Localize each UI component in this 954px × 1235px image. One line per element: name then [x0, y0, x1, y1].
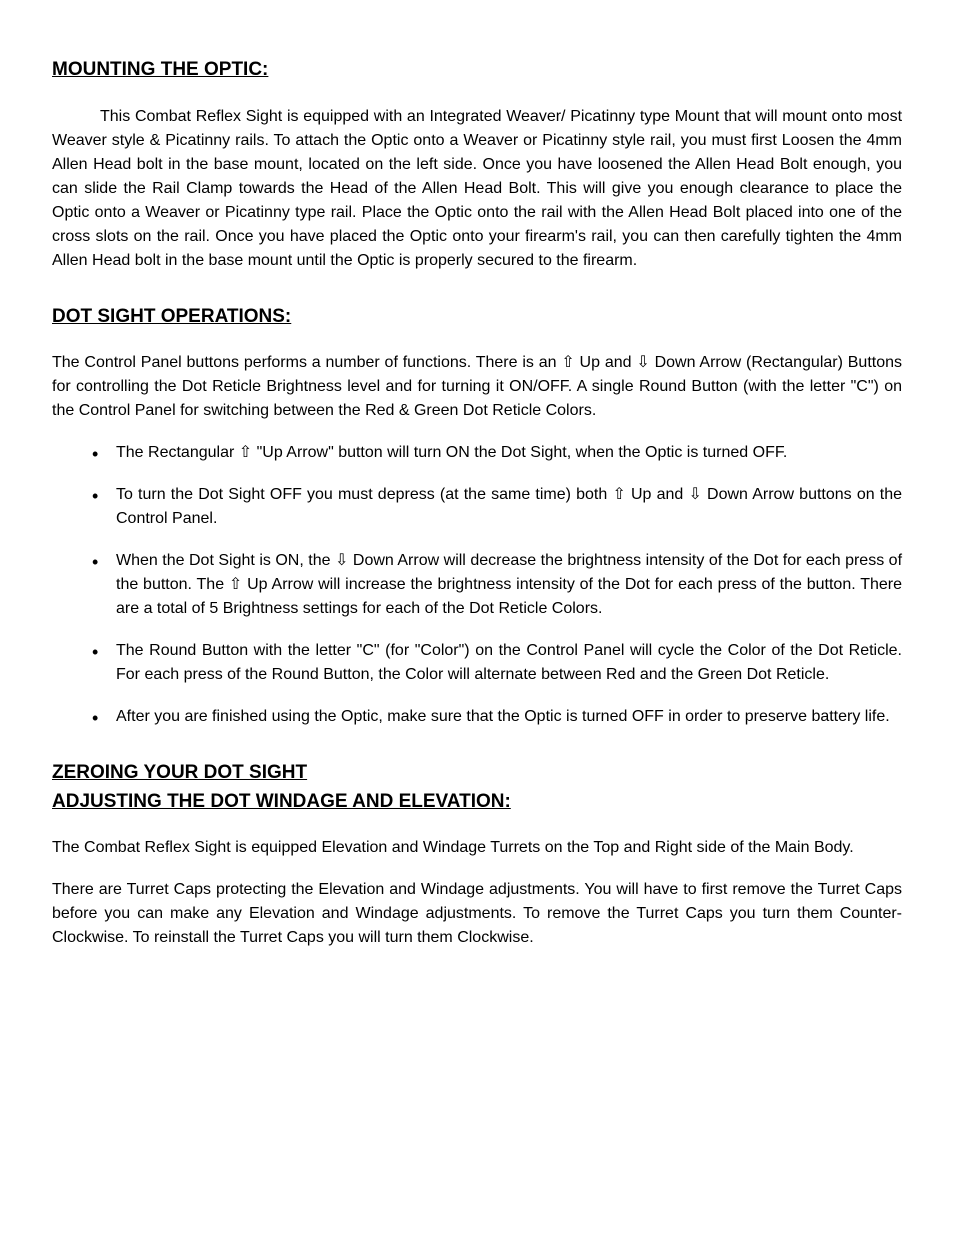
list-item: When the Dot Sight is ON, the ⇩ Down Arr…: [92, 549, 902, 621]
zeroing-paragraph-1: The Combat Reflex Sight is equipped Elev…: [52, 836, 902, 860]
down-arrow-icon: ⇩: [688, 486, 701, 503]
down-arrow-icon: ⇩: [335, 552, 348, 569]
mounting-paragraph: This Combat Reflex Sight is equipped wit…: [52, 105, 902, 273]
list-item: The Rectangular ⇧ "Up Arrow" button will…: [92, 441, 902, 465]
operations-heading: DOT SIGHT OPERATIONS:: [52, 303, 902, 332]
list-item: The Round Button with the letter "C" (fo…: [92, 639, 902, 687]
list-item: After you are finished using the Optic, …: [92, 705, 902, 729]
zeroing-paragraph-2: There are Turret Caps protecting the Ele…: [52, 878, 902, 950]
up-arrow-icon: ⇧: [561, 354, 574, 371]
operations-intro: The Control Panel buttons performs a num…: [52, 351, 902, 423]
up-arrow-icon: ⇧: [239, 444, 252, 461]
down-arrow-icon: ⇩: [636, 354, 649, 371]
mounting-heading: MOUNTING THE OPTIC:: [52, 56, 902, 85]
product-name: Combat Reflex Sight: [135, 108, 282, 125]
operations-list: The Rectangular ⇧ "Up Arrow" button will…: [52, 441, 902, 729]
up-arrow-icon: ⇧: [612, 486, 625, 503]
operations-section: DOT SIGHT OPERATIONS: The Control Panel …: [52, 303, 902, 730]
list-item: To turn the Dot Sight OFF you must depre…: [92, 483, 902, 531]
up-arrow-icon: ⇧: [229, 576, 242, 593]
zeroing-heading: ZEROING YOUR DOT SIGHTADJUSTING THE DOT …: [52, 759, 902, 816]
mounting-section: MOUNTING THE OPTIC: This Combat Reflex S…: [52, 56, 902, 273]
zeroing-section: ZEROING YOUR DOT SIGHTADJUSTING THE DOT …: [52, 759, 902, 950]
